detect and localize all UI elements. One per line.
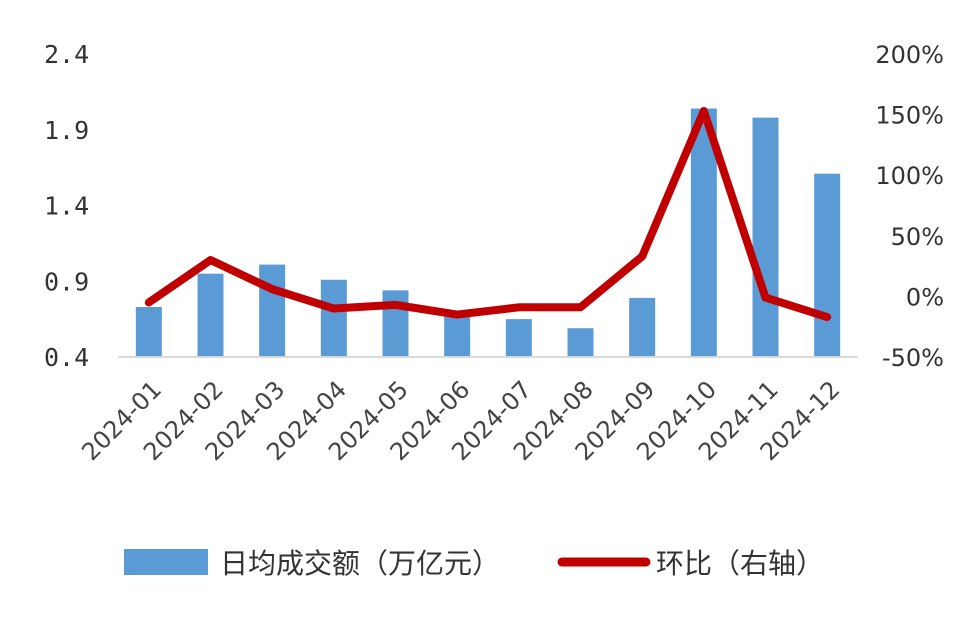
bar — [320, 279, 347, 357]
line-series — [144, 106, 832, 322]
left-tick-label: 1.9 — [44, 116, 89, 145]
bar — [814, 173, 841, 357]
right-tick-label: 200% — [875, 41, 944, 69]
right-tick-label: -50% — [882, 344, 944, 372]
x-axis-ticks: 2024-012024-022024-032024-042024-052024-… — [76, 375, 845, 466]
legend-line-label: 环比（右轴） — [656, 547, 824, 580]
bar — [259, 264, 286, 357]
left-axis-ticks: 2.4 1.9 1.4 0.9 0.4 — [44, 40, 89, 372]
right-tick-label: 50% — [891, 223, 944, 251]
legend-bar-label: 日均成交额（万亿元） — [220, 547, 500, 580]
bar — [135, 307, 162, 357]
bar — [629, 297, 656, 357]
bar — [197, 273, 224, 357]
legend-bar-swatch — [124, 549, 208, 575]
legend: 日均成交额（万亿元） 环比（右轴） — [124, 547, 824, 580]
bar — [444, 311, 471, 357]
line-path — [144, 106, 832, 322]
right-tick-label: 100% — [875, 162, 944, 190]
left-tick-label: 1.4 — [44, 192, 89, 221]
bar — [690, 108, 717, 357]
right-axis-ticks: 200% 150% 100% 50% 0% -50% — [875, 41, 944, 372]
bar — [505, 319, 532, 357]
bar — [752, 117, 779, 357]
right-tick-label: 150% — [875, 102, 944, 130]
right-tick-label: 0% — [906, 283, 944, 311]
bar — [567, 328, 594, 357]
bar — [382, 290, 409, 357]
left-tick-label: 0.9 — [44, 267, 89, 296]
left-tick-label: 2.4 — [44, 40, 89, 69]
bar-series — [135, 108, 841, 357]
left-tick-label: 0.4 — [44, 343, 89, 372]
